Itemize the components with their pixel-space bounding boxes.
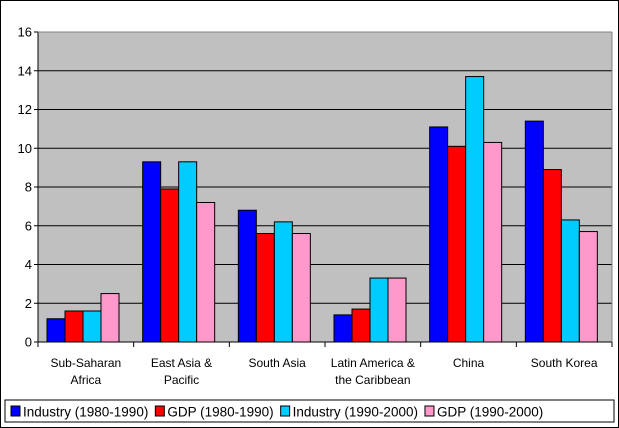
y-tick-label: 14 (18, 63, 32, 78)
y-tick-label: 4 (25, 257, 32, 272)
bar (100, 293, 120, 343)
y-tick-label: 10 (18, 141, 32, 156)
x-tick-label: South Asia (248, 356, 306, 370)
bar (178, 161, 198, 343)
bar (447, 145, 467, 343)
y-tick-label: 8 (25, 180, 32, 195)
bar (465, 76, 485, 343)
y-tick-label: 0 (25, 335, 32, 350)
x-tick-label: China (453, 356, 485, 370)
bar (524, 120, 544, 343)
y-tick-label: 12 (18, 102, 32, 117)
y-tick-label: 6 (25, 218, 32, 233)
bar (333, 314, 353, 343)
bar (291, 233, 311, 343)
bar (237, 209, 257, 343)
x-tick-label: the Caribbean (335, 373, 410, 387)
bar (273, 221, 293, 343)
x-tick-label: Pacific (164, 373, 199, 387)
bar (64, 310, 84, 343)
x-tick-label: South Korea (531, 356, 598, 370)
bar (429, 126, 449, 343)
x-tick-label: Latin America & (331, 356, 415, 370)
bar (160, 188, 180, 343)
bar (578, 231, 598, 343)
x-tick-label: Sub-Saharan (50, 356, 121, 370)
legend-swatch (280, 405, 291, 417)
bar (82, 310, 102, 343)
bar (255, 233, 275, 343)
bar (369, 277, 389, 343)
bar (560, 219, 580, 343)
x-tick-label: Africa (70, 373, 101, 387)
legend-label: Industry (1980-1990) (23, 405, 148, 420)
bar (387, 277, 407, 343)
bar (196, 202, 216, 343)
legend-label: GDP (1990-2000) (437, 405, 543, 420)
legend-swatch (424, 405, 435, 417)
bar (351, 308, 371, 343)
legend-swatch (10, 405, 21, 417)
y-tick-label: 16 (18, 25, 32, 40)
legend-label: Industry (1990-2000) (293, 405, 418, 420)
bar (483, 141, 503, 343)
legend-label: GDP (1980-1990) (167, 405, 273, 420)
legend-swatch (154, 405, 165, 417)
y-tick-label: 2 (25, 296, 32, 311)
bar (142, 161, 162, 343)
x-tick-label: East Asia & (151, 356, 212, 370)
bar (46, 318, 66, 343)
bar (542, 169, 562, 343)
